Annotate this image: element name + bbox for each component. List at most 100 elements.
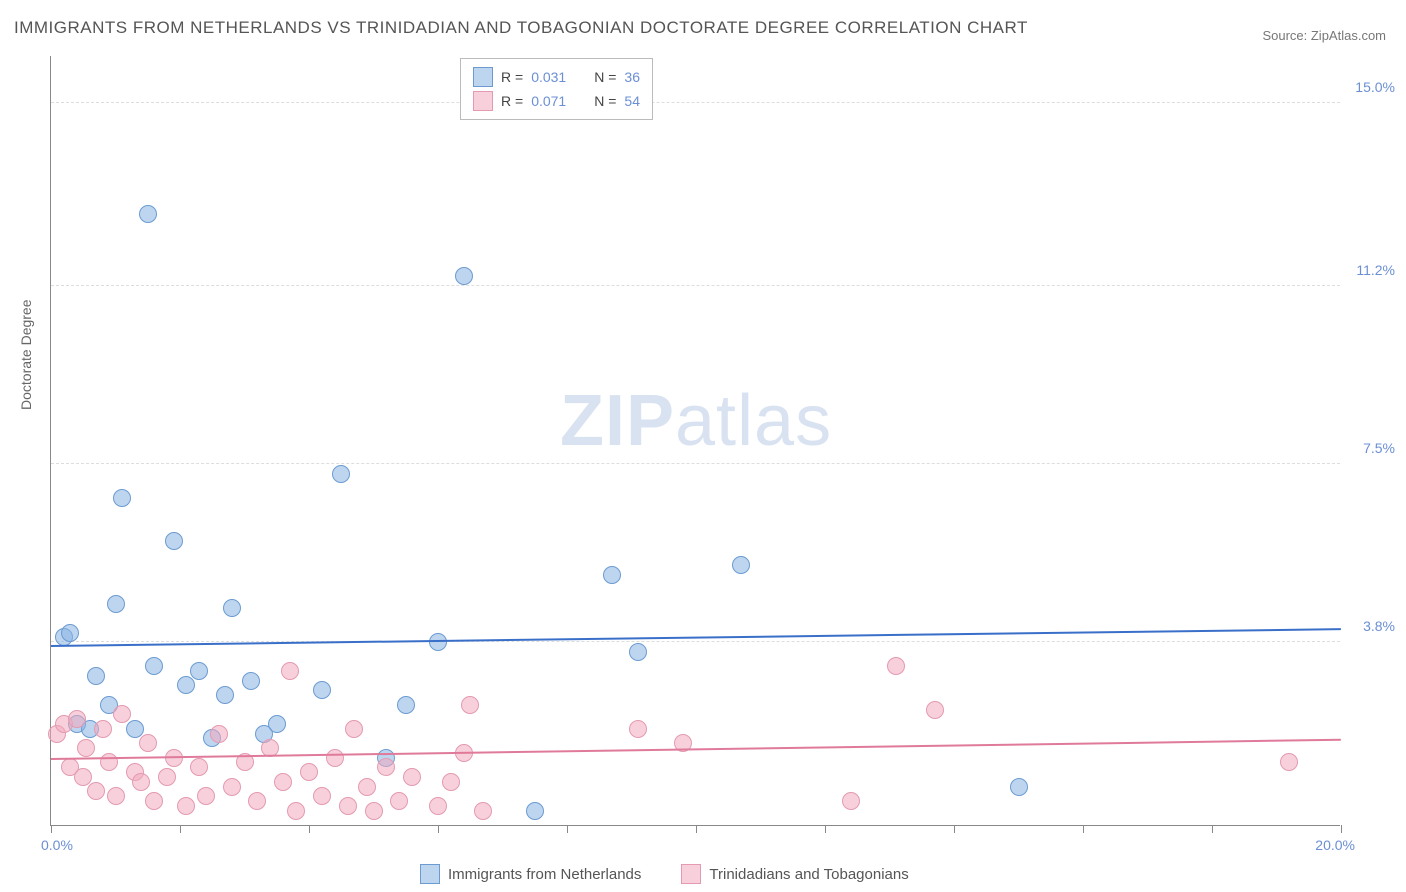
scatter-point <box>94 720 112 738</box>
scatter-point <box>87 782 105 800</box>
scatter-point <box>842 792 860 810</box>
legend-n-label: N = <box>594 93 616 109</box>
scatter-point <box>313 787 331 805</box>
scatter-point <box>223 599 241 617</box>
scatter-point <box>429 797 447 815</box>
scatter-point <box>403 768 421 786</box>
legend-r-value: 0.031 <box>531 69 566 85</box>
scatter-point <box>139 734 157 752</box>
legend-swatch <box>473 67 493 87</box>
legend-r-label: R = <box>501 93 523 109</box>
scatter-point <box>158 768 176 786</box>
x-tick <box>954 825 955 833</box>
legend-n-label: N = <box>594 69 616 85</box>
scatter-point <box>629 643 647 661</box>
scatter-point <box>1010 778 1028 796</box>
source-attribution: Source: ZipAtlas.com <box>1262 28 1386 43</box>
series-legend: Immigrants from Netherlands Trinidadians … <box>420 864 909 884</box>
correlation-legend: R = 0.031 N = 36 R = 0.071 N = 54 <box>460 58 653 120</box>
y-axis-label: Doctorate Degree <box>18 299 34 410</box>
scatter-point <box>107 595 125 613</box>
y-tick-label: 11.2% <box>1356 262 1395 278</box>
x-tick <box>51 825 52 833</box>
legend-swatch <box>473 91 493 111</box>
scatter-point <box>165 532 183 550</box>
y-tick-label: 7.5% <box>1363 440 1395 456</box>
gridline <box>51 102 1340 103</box>
scatter-point <box>332 465 350 483</box>
legend-n-value: 36 <box>624 69 640 85</box>
chart-title: IMMIGRANTS FROM NETHERLANDS VS TRINIDADI… <box>14 18 1028 38</box>
scatter-point <box>455 267 473 285</box>
scatter-point <box>77 739 95 757</box>
scatter-point <box>190 758 208 776</box>
scatter-point <box>339 797 357 815</box>
scatter-point <box>145 657 163 675</box>
scatter-point <box>87 667 105 685</box>
scatter-point <box>358 778 376 796</box>
scatter-point <box>377 758 395 776</box>
scatter-point <box>397 696 415 714</box>
x-axis-min-label: 0.0% <box>41 837 73 853</box>
scatter-point <box>242 672 260 690</box>
plot-area: 3.8%7.5%11.2%15.0%0.0%20.0% <box>50 56 1340 826</box>
scatter-point <box>177 797 195 815</box>
gridline <box>51 463 1340 464</box>
scatter-point <box>268 715 286 733</box>
x-tick <box>1212 825 1213 833</box>
gridline <box>51 285 1340 286</box>
scatter-point <box>107 787 125 805</box>
scatter-point <box>287 802 305 820</box>
scatter-point <box>326 749 344 767</box>
scatter-point <box>887 657 905 675</box>
scatter-point <box>365 802 383 820</box>
scatter-point <box>216 686 234 704</box>
scatter-point <box>132 773 150 791</box>
trend-line <box>51 628 1341 647</box>
scatter-point <box>629 720 647 738</box>
scatter-point <box>223 778 241 796</box>
scatter-point <box>281 662 299 680</box>
scatter-point <box>197 787 215 805</box>
legend-swatch <box>420 864 440 884</box>
x-tick <box>438 825 439 833</box>
series-legend-item: Immigrants from Netherlands <box>420 864 641 884</box>
series-name: Immigrants from Netherlands <box>448 866 641 883</box>
x-tick <box>309 825 310 833</box>
scatter-point <box>68 710 86 728</box>
scatter-point <box>126 720 144 738</box>
x-tick <box>825 825 826 833</box>
scatter-point <box>1280 753 1298 771</box>
scatter-point <box>139 205 157 223</box>
x-tick <box>567 825 568 833</box>
series-legend-item: Trinidadians and Tobagonians <box>681 864 908 884</box>
y-tick-label: 15.0% <box>1355 79 1395 95</box>
scatter-point <box>345 720 363 738</box>
scatter-point <box>732 556 750 574</box>
x-axis-max-label: 20.0% <box>1315 837 1355 853</box>
legend-r-value: 0.071 <box>531 93 566 109</box>
scatter-point <box>300 763 318 781</box>
scatter-point <box>177 676 195 694</box>
scatter-point <box>474 802 492 820</box>
x-tick <box>1083 825 1084 833</box>
scatter-point <box>442 773 460 791</box>
scatter-point <box>313 681 331 699</box>
trend-line <box>51 739 1341 760</box>
scatter-point <box>61 624 79 642</box>
scatter-point <box>274 773 292 791</box>
scatter-point <box>926 701 944 719</box>
series-name: Trinidadians and Tobagonians <box>709 866 908 883</box>
scatter-point <box>248 792 266 810</box>
legend-n-value: 54 <box>624 93 640 109</box>
scatter-point <box>210 725 228 743</box>
legend-swatch <box>681 864 701 884</box>
x-tick <box>696 825 697 833</box>
scatter-point <box>461 696 479 714</box>
y-tick-label: 3.8% <box>1363 618 1395 634</box>
scatter-point <box>113 489 131 507</box>
scatter-point <box>113 705 131 723</box>
x-tick <box>180 825 181 833</box>
legend-row: R = 0.071 N = 54 <box>473 89 640 113</box>
legend-row: R =0.031N =36 <box>473 65 640 89</box>
